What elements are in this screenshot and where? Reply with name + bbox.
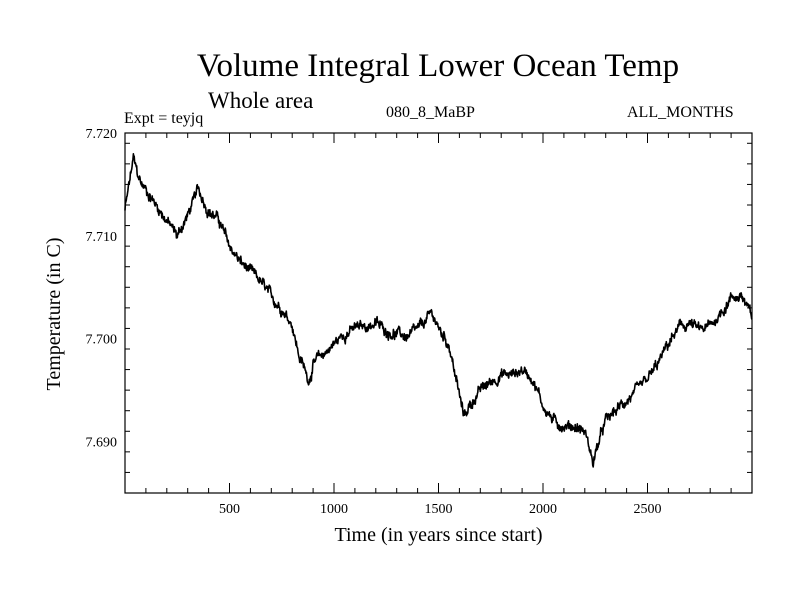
chart-subtitle: Whole area (208, 88, 314, 113)
months-label: ALL_MONTHS (627, 104, 734, 121)
series-line (124, 153, 753, 468)
chart-title: Volume Integral Lower Ocean Temp (196, 48, 680, 84)
x-axis-label: Time (in years since start) (334, 524, 543, 546)
y-tick-label: 7.690 (86, 436, 118, 451)
y-axis-label: Temperature (in C) (43, 237, 65, 391)
x-tick-label: 1500 (425, 502, 453, 517)
x-tick-label: 2500 (634, 502, 662, 517)
x-tick-label: 2000 (529, 502, 557, 517)
y-tick-label: 7.720 (86, 127, 118, 142)
x-tick-label: 1000 (320, 502, 348, 517)
y-tick-label: 7.710 (86, 230, 118, 245)
plot-frame (124, 132, 753, 494)
y-tick-label: 7.700 (86, 333, 118, 348)
experiment-label: Expt = teyjq (124, 110, 204, 127)
run-label: 080_8_MaBP (386, 104, 475, 121)
x-tick-label: 500 (219, 502, 240, 517)
